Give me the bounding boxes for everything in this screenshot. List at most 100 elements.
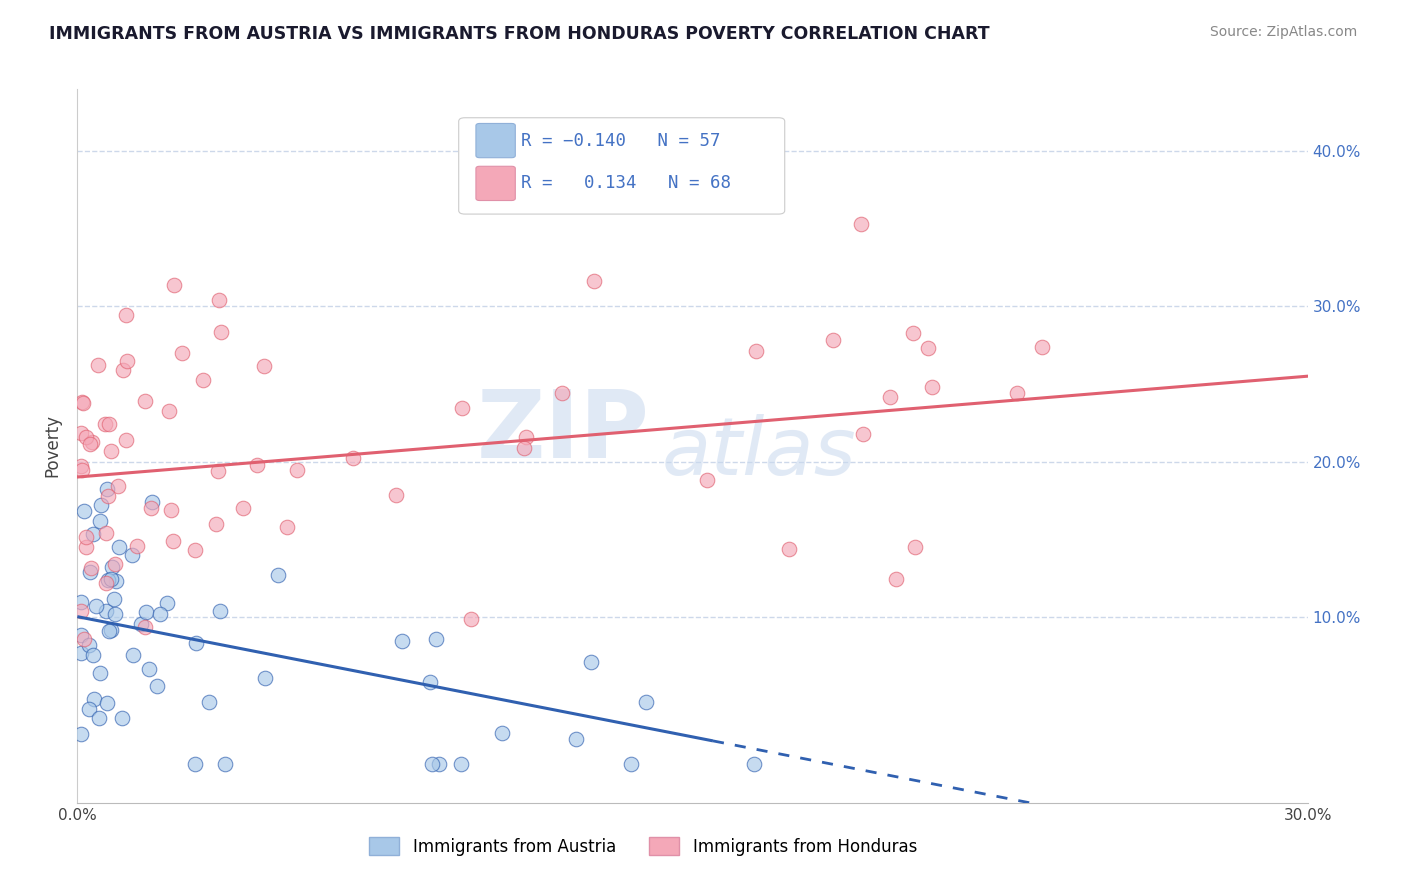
Point (1005, 385, 1028, 400)
Point (391, 634, 413, 648)
Point (172, 346, 194, 360)
Point (276, 520, 298, 534)
Point (821, 333, 844, 347)
Point (162, 534, 184, 549)
Point (253, 359, 276, 374)
Point (420, 757, 443, 772)
Point (184, 542, 207, 557)
Point (103, 592, 125, 607)
Point (385, 488, 408, 502)
Point (156, 595, 179, 609)
Point (100, 624, 122, 638)
Point (70, 595, 93, 609)
Point (141, 495, 163, 509)
Point (98, 624, 121, 639)
Point (90, 498, 112, 512)
Point (122, 648, 145, 663)
Point (125, 539, 148, 553)
Point (89, 514, 111, 528)
Point (342, 451, 364, 466)
Point (94, 417, 117, 431)
Point (87, 711, 110, 725)
Point (79, 437, 101, 451)
Point (879, 390, 901, 404)
Point (851, 217, 873, 231)
Point (696, 473, 718, 487)
Point (121, 548, 143, 562)
Point (70, 463, 93, 477)
Point (134, 393, 156, 408)
Point (193, 373, 215, 387)
Point (96, 482, 118, 496)
Point (852, 427, 875, 442)
Point (134, 620, 156, 634)
Point (107, 479, 129, 493)
Point (96, 696, 118, 710)
Point (214, 757, 236, 772)
Point (921, 380, 943, 394)
Point (70, 425, 93, 440)
Point (904, 540, 927, 554)
FancyBboxPatch shape (458, 118, 785, 214)
Point (70, 727, 93, 741)
Point (634, 695, 657, 709)
Point (427, 757, 450, 772)
Point (491, 725, 513, 739)
Point (104, 607, 127, 622)
Point (515, 429, 537, 443)
Point (620, 757, 643, 772)
Point (105, 574, 128, 588)
Point (73, 632, 96, 647)
Point (73, 504, 96, 518)
Point (246, 458, 269, 473)
Point (208, 293, 231, 308)
Point (112, 363, 135, 377)
Point (83, 691, 105, 706)
Point (184, 757, 207, 772)
Point (135, 605, 157, 619)
Point (901, 326, 924, 340)
Point (564, 731, 586, 746)
Point (94, 604, 117, 618)
Point (89, 665, 111, 680)
Text: Source: ZipAtlas.com: Source: ZipAtlas.com (1209, 25, 1357, 39)
Point (254, 671, 277, 685)
Point (94, 575, 117, 590)
Point (84, 599, 107, 614)
Point (75, 540, 97, 554)
Text: R = −0.140   N = 57: R = −0.140 N = 57 (522, 132, 721, 150)
Point (419, 674, 441, 689)
Point (159, 503, 181, 517)
Point (582, 274, 605, 288)
Point (70, 646, 93, 660)
Point (70, 628, 93, 642)
Point (115, 354, 138, 368)
Point (138, 662, 160, 676)
Point (208, 604, 231, 618)
Point (184, 636, 207, 650)
Point (157, 403, 180, 417)
Point (97, 417, 120, 431)
Point (425, 632, 447, 646)
Point (70, 394, 93, 409)
Point (104, 558, 127, 572)
Point (205, 516, 228, 531)
Point (76, 430, 98, 444)
Text: R =   0.134   N = 68: R = 0.134 N = 68 (522, 175, 731, 193)
Point (70, 604, 93, 618)
Text: atlas: atlas (662, 414, 856, 492)
Point (100, 444, 122, 458)
Point (77, 702, 100, 716)
Point (450, 757, 472, 772)
Point (149, 607, 172, 621)
Point (108, 540, 131, 554)
Point (97, 489, 120, 503)
Point (111, 711, 134, 725)
Point (80, 435, 103, 450)
Point (82, 648, 104, 663)
Point (146, 679, 169, 693)
Point (70, 459, 93, 474)
Point (778, 541, 800, 556)
Point (77, 638, 100, 652)
Point (141, 500, 163, 515)
